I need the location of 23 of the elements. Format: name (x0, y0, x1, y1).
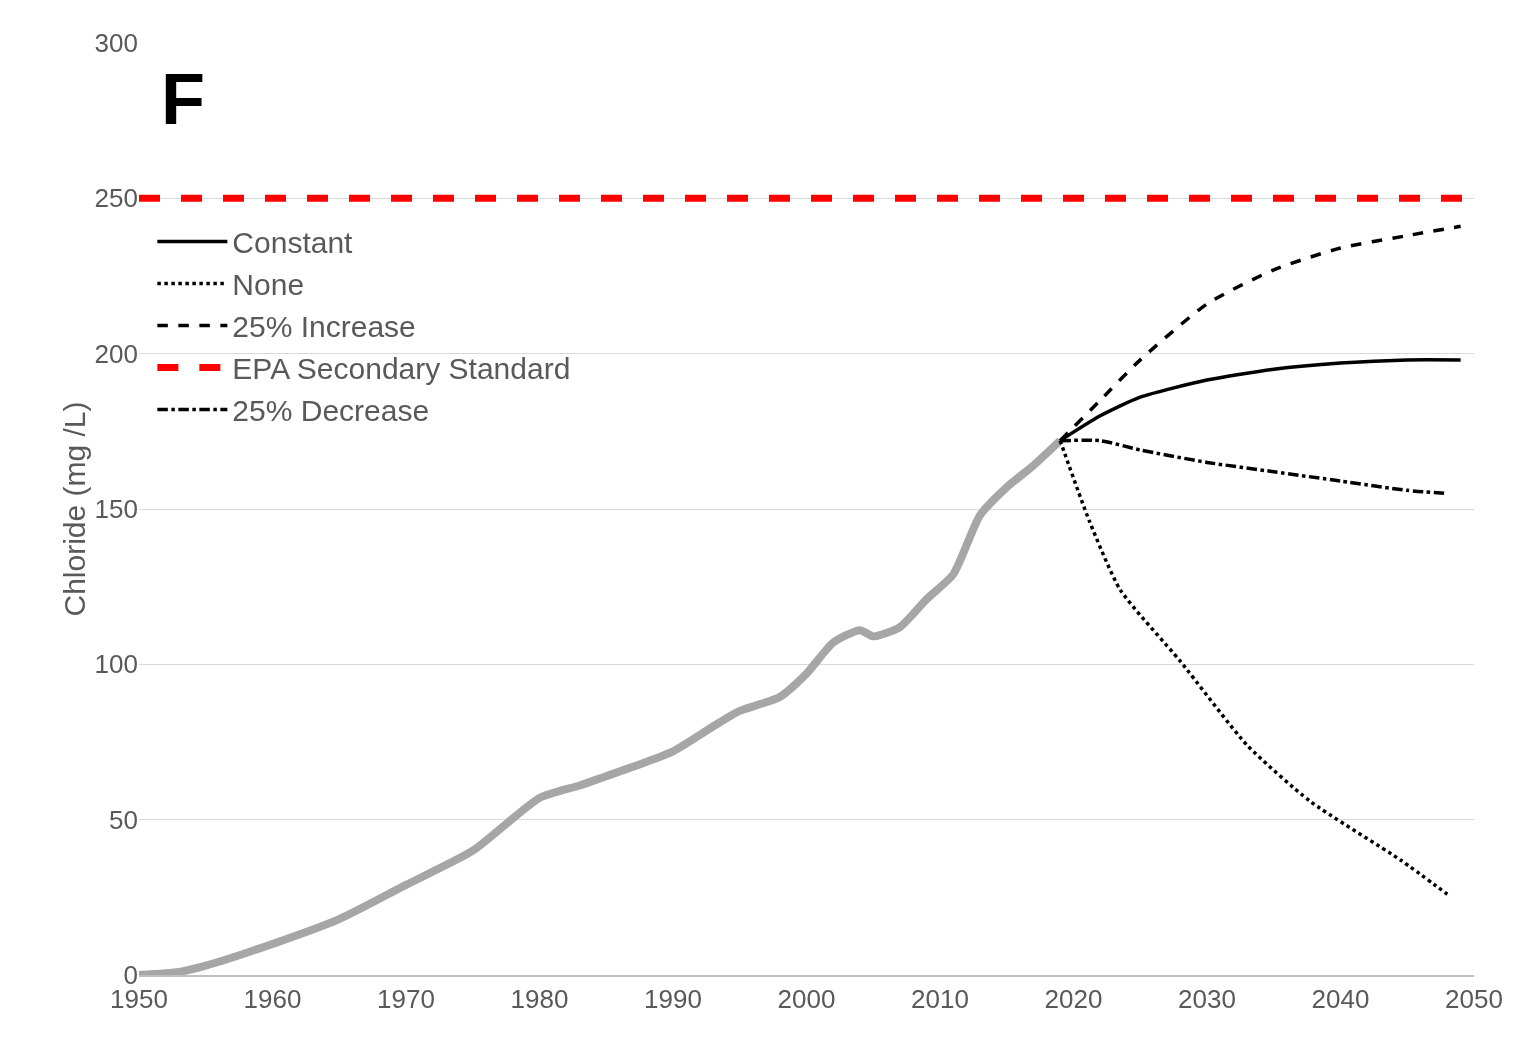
x-tick-label: 2010 (911, 984, 969, 1015)
x-tick-label: 2000 (777, 984, 836, 1015)
y-tick-label: 250 (94, 183, 138, 214)
y-axis-title: Chloride (mg /L) (57, 401, 91, 617)
legend-label: EPA Secondary Standard (232, 352, 571, 386)
x-tick-label: 2050 (1445, 984, 1503, 1015)
y-tick-label: 200 (94, 338, 138, 369)
y-tick-label: 50 (109, 804, 138, 835)
legend-label: 25% Increase (232, 310, 416, 344)
y-tick-label: 300 (94, 28, 138, 59)
x-tick-label: 1970 (377, 984, 435, 1015)
y-tick-label: 150 (94, 494, 138, 525)
x-tick-label: 2030 (1178, 984, 1236, 1015)
annotation: F (161, 59, 205, 139)
x-tick-label: 1960 (243, 984, 302, 1015)
x-tick-label: 2020 (1044, 984, 1103, 1015)
x-tick-label: 1980 (510, 984, 569, 1015)
legend-label: Constant (232, 226, 354, 260)
x-tick-label: 2040 (1311, 984, 1370, 1015)
y-tick-label: 100 (94, 649, 138, 680)
x-tick-label: 1990 (644, 984, 702, 1015)
legend-label: 25% Decrease (232, 394, 430, 428)
legend-label: None (232, 268, 305, 302)
